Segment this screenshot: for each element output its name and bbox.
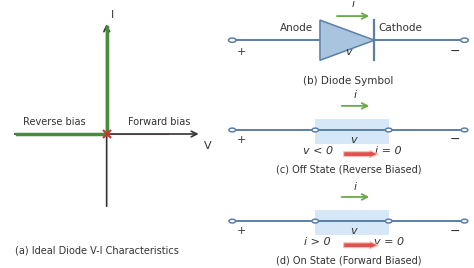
Circle shape xyxy=(461,128,468,132)
FancyBboxPatch shape xyxy=(315,118,389,144)
Text: (d) On State (Forward Biased): (d) On State (Forward Biased) xyxy=(276,255,421,265)
Circle shape xyxy=(229,128,236,132)
Circle shape xyxy=(312,219,319,223)
Circle shape xyxy=(228,38,236,42)
Text: i = 0: i = 0 xyxy=(375,146,402,156)
Circle shape xyxy=(461,38,468,42)
Text: i: i xyxy=(352,0,355,9)
Text: v = 0: v = 0 xyxy=(374,237,404,247)
Polygon shape xyxy=(320,20,374,60)
Text: −: − xyxy=(450,225,460,237)
Text: Reverse bias: Reverse bias xyxy=(23,117,86,127)
Text: v: v xyxy=(350,135,356,145)
Circle shape xyxy=(385,219,392,223)
Text: v < 0: v < 0 xyxy=(302,146,333,156)
Text: v: v xyxy=(345,47,352,57)
Text: −: − xyxy=(450,133,460,146)
Text: −: − xyxy=(450,45,460,58)
Text: V: V xyxy=(204,141,211,151)
Circle shape xyxy=(385,128,392,132)
Text: i > 0: i > 0 xyxy=(304,237,331,247)
Text: Cathode: Cathode xyxy=(379,24,422,34)
Circle shape xyxy=(461,219,468,223)
Text: (a) Ideal Diode V-I Characteristics: (a) Ideal Diode V-I Characteristics xyxy=(15,246,179,256)
Text: Anode: Anode xyxy=(280,24,313,34)
Text: i: i xyxy=(354,91,357,100)
FancyArrow shape xyxy=(344,151,378,158)
Circle shape xyxy=(312,128,319,132)
Text: (b) Diode Symbol: (b) Diode Symbol xyxy=(303,76,393,86)
Text: +: + xyxy=(237,47,246,57)
Circle shape xyxy=(229,219,236,223)
Text: +: + xyxy=(237,135,246,145)
Text: +: + xyxy=(237,226,246,236)
Text: i: i xyxy=(354,182,357,192)
Text: I: I xyxy=(110,10,114,20)
Text: Forward bias: Forward bias xyxy=(128,117,190,127)
FancyBboxPatch shape xyxy=(315,210,389,235)
Text: v: v xyxy=(350,226,356,236)
FancyArrow shape xyxy=(344,242,378,249)
Text: (c) Off State (Reverse Biased): (c) Off State (Reverse Biased) xyxy=(276,164,421,174)
